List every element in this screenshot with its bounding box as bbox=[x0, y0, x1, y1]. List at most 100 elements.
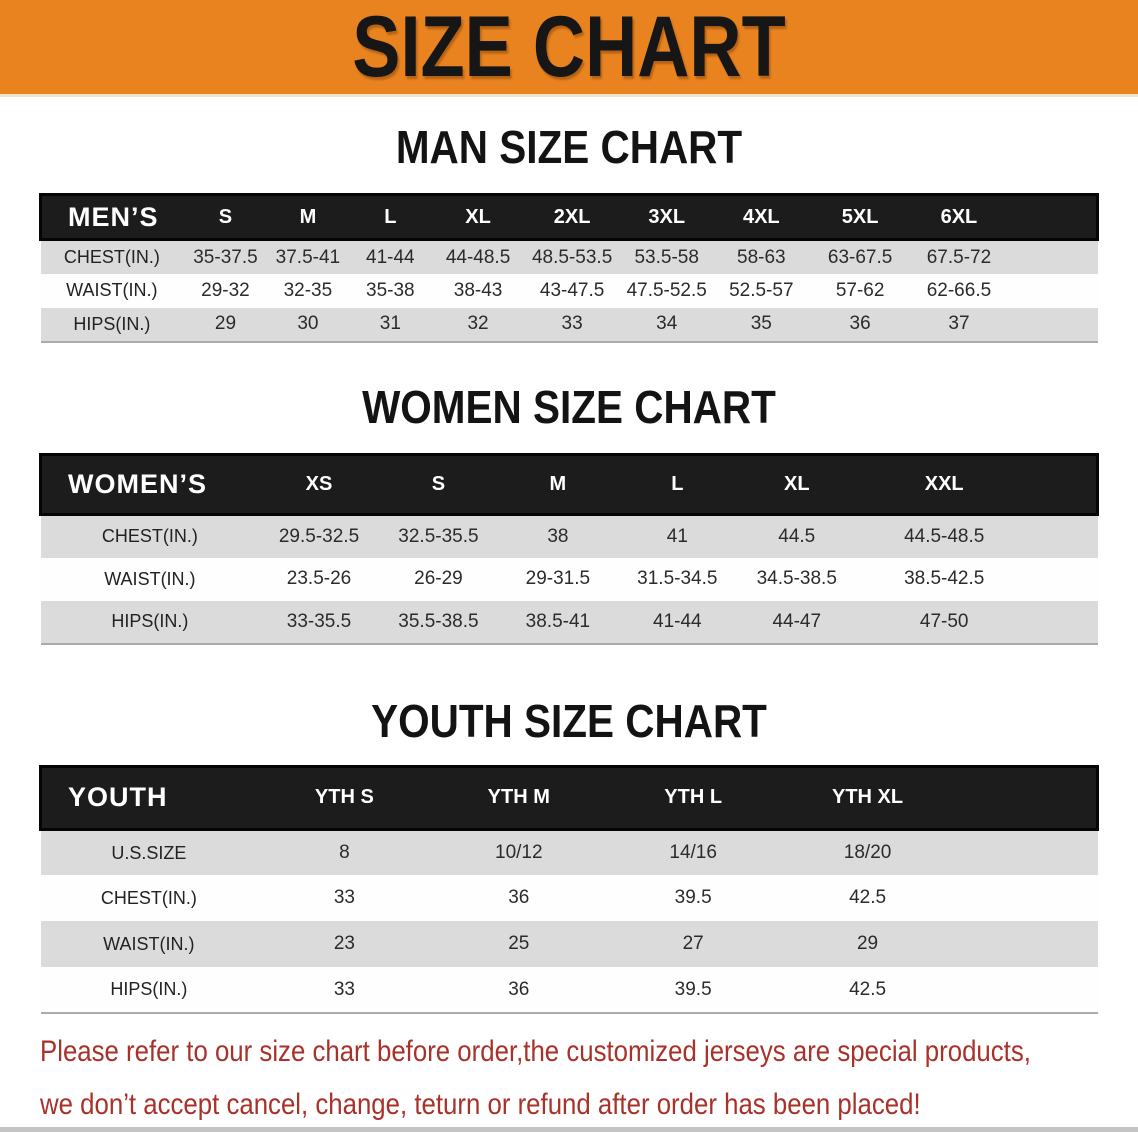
value-cell: 39.5 bbox=[605, 967, 781, 1015]
size-column-header: M bbox=[498, 453, 618, 517]
value-cell: 53.5-58 bbox=[620, 239, 713, 274]
bottom-edge-divider bbox=[0, 1127, 1138, 1132]
pad-cell bbox=[954, 875, 1098, 922]
value-cell: 8 bbox=[257, 829, 432, 876]
value-cell: 32.5-35.5 bbox=[378, 514, 499, 558]
pad-cell bbox=[1031, 453, 1099, 517]
pad-cell bbox=[1031, 557, 1098, 601]
table-title-cell: WOMEN’S bbox=[39, 453, 260, 517]
value-cell: 38 bbox=[498, 514, 618, 558]
value-cell: 30 bbox=[267, 307, 349, 343]
youth-size-section: YOUTH SIZE CHART YOUTH YTH S YTH M YTH L YTH… bbox=[0, 694, 1138, 1015]
size-column-header: YTH XL bbox=[780, 764, 955, 831]
value-cell: 44.5 bbox=[737, 514, 857, 558]
disclaimer-line-2: we don’t accept cancel, change, teturn o… bbox=[40, 1087, 921, 1121]
banner: SIZE CHART bbox=[0, 0, 1138, 97]
value-cell: 38.5-42.5 bbox=[856, 557, 1032, 601]
pad-cell bbox=[1007, 307, 1098, 343]
youth-section-heading: YOUTH SIZE CHART bbox=[371, 694, 767, 747]
size-column-header: 5XL bbox=[809, 193, 911, 242]
value-cell: 31.5-34.5 bbox=[617, 557, 738, 601]
table-row: CHEST(IN.) 33 36 39.5 42.5 bbox=[40, 875, 1098, 922]
value-cell: 31 bbox=[348, 307, 433, 343]
value-cell: 36 bbox=[431, 875, 606, 922]
table-row: CHEST(IN.) 35-37.5 37.5-41 41-44 44-48.5 48.5… bbox=[40, 239, 1098, 274]
value-cell: 32-35 bbox=[267, 273, 349, 308]
pad-cell bbox=[954, 967, 1098, 1015]
size-column-header: 6XL bbox=[910, 193, 1008, 242]
value-cell: 37.5-41 bbox=[267, 239, 349, 274]
men-size-table: MEN’S S M L XL 2XL 3XL 4XL 5XL 6XL CHEST(IN.) 35-37… bbox=[39, 193, 1099, 343]
value-cell: 43-47.5 bbox=[523, 273, 621, 308]
size-column-header: 2XL bbox=[523, 193, 621, 242]
value-cell: 25 bbox=[431, 921, 606, 968]
value-cell: 41-44 bbox=[348, 239, 433, 274]
size-column-header: YTH S bbox=[257, 764, 432, 831]
table-row: HIPS(IN.) 33-35.5 35.5-38.5 38.5-41 41-44 44-… bbox=[40, 600, 1098, 645]
value-cell: 10/12 bbox=[431, 829, 606, 876]
men-size-section: MAN SIZE CHART MEN’S S M L XL 2XL 3XL 4XL 5XL 6XL… bbox=[0, 123, 1138, 343]
size-column-header: S bbox=[378, 453, 499, 517]
size-column-header: XL bbox=[737, 453, 857, 517]
value-cell: 35-37.5 bbox=[183, 239, 268, 274]
value-cell: 36 bbox=[809, 307, 911, 343]
row-label-cell: WAIST(IN.) bbox=[40, 273, 184, 308]
table-header-row: MEN’S S M L XL 2XL 3XL 4XL 5XL 6XL bbox=[39, 193, 1099, 242]
men-section-heading: MAN SIZE CHART bbox=[395, 121, 743, 173]
value-cell: 44-47 bbox=[737, 600, 857, 645]
size-column-header: 4XL bbox=[712, 193, 810, 242]
value-cell: 57-62 bbox=[809, 273, 911, 308]
row-label-cell: CHEST(IN.) bbox=[40, 875, 258, 922]
row-label-cell: HIPS(IN.) bbox=[40, 600, 260, 645]
value-cell: 14/16 bbox=[605, 829, 781, 876]
page-title: SIZE CHART bbox=[352, 0, 786, 95]
value-cell: 42.5 bbox=[780, 967, 955, 1015]
row-label-cell: CHEST(IN.) bbox=[40, 239, 184, 274]
pad-cell bbox=[954, 764, 1099, 831]
value-cell: 58-63 bbox=[712, 239, 810, 274]
pad-cell bbox=[1007, 239, 1098, 274]
value-cell: 29.5-32.5 bbox=[259, 514, 379, 558]
value-cell: 37 bbox=[910, 307, 1008, 343]
value-cell: 41 bbox=[617, 514, 738, 558]
value-cell: 44-48.5 bbox=[432, 239, 524, 274]
value-cell: 29 bbox=[780, 921, 955, 968]
value-cell: 52.5-57 bbox=[712, 273, 810, 308]
value-cell: 18/20 bbox=[780, 829, 955, 876]
value-cell: 26-29 bbox=[378, 557, 499, 601]
row-label-cell: WAIST(IN.) bbox=[40, 921, 258, 968]
row-label-cell: U.S.SIZE bbox=[40, 829, 258, 876]
size-column-header: YTH M bbox=[431, 764, 606, 831]
value-cell: 44.5-48.5 bbox=[856, 514, 1032, 558]
value-cell: 29-32 bbox=[183, 273, 268, 308]
size-column-header: XXL bbox=[856, 453, 1032, 517]
women-section-heading: WOMEN SIZE CHART bbox=[362, 380, 776, 433]
value-cell: 35 bbox=[712, 307, 810, 343]
value-cell: 23 bbox=[257, 921, 432, 968]
value-cell: 47.5-52.5 bbox=[620, 273, 713, 308]
value-cell: 42.5 bbox=[780, 875, 955, 922]
pad-cell bbox=[954, 829, 1098, 876]
value-cell: 67.5-72 bbox=[910, 239, 1008, 274]
row-label-cell: HIPS(IN.) bbox=[40, 967, 258, 1015]
value-cell: 33 bbox=[257, 967, 432, 1015]
disclaimer-line-1: Please refer to our size chart before or… bbox=[40, 1035, 1031, 1069]
pad-cell bbox=[1007, 273, 1098, 308]
table-row: WAIST(IN.) 23 25 27 29 bbox=[40, 921, 1098, 968]
women-size-section: WOMEN SIZE CHART WOMEN’S XS S M L XL XXL CHEST(… bbox=[0, 380, 1138, 645]
size-column-header: S bbox=[183, 193, 268, 242]
table-row: U.S.SIZE 8 10/12 14/16 18/20 bbox=[40, 829, 1098, 876]
value-cell: 33-35.5 bbox=[259, 600, 379, 645]
size-column-header: XS bbox=[259, 453, 379, 517]
row-label-cell: CHEST(IN.) bbox=[40, 514, 260, 558]
table-row: HIPS(IN.) 29 30 31 32 33 34 35 36 37 bbox=[40, 307, 1098, 343]
value-cell: 34 bbox=[620, 307, 713, 343]
size-column-header: L bbox=[617, 453, 738, 517]
youth-size-table: YOUTH YTH S YTH M YTH L YTH XL U.S.SIZE 8 10/12… bbox=[39, 764, 1099, 1015]
value-cell: 39.5 bbox=[605, 875, 781, 922]
value-cell: 48.5-53.5 bbox=[523, 239, 621, 274]
value-cell: 29 bbox=[183, 307, 268, 343]
pad-cell bbox=[1031, 600, 1098, 645]
value-cell: 27 bbox=[605, 921, 781, 968]
size-column-header: YTH L bbox=[605, 764, 781, 831]
